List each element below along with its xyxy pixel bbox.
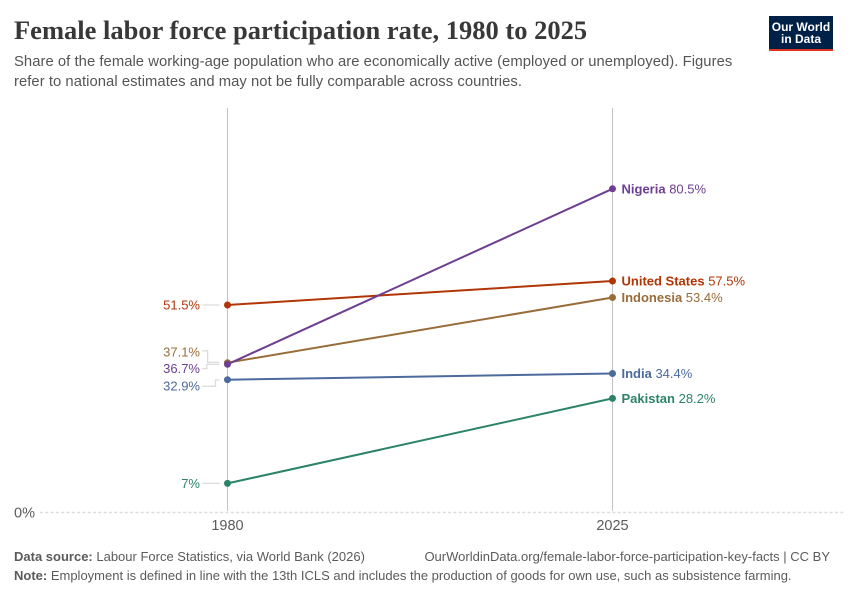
svg-text:36.7%: 36.7% [163,361,200,376]
svg-text:7%: 7% [181,476,200,491]
svg-text:Nigeria 80.5%: Nigeria 80.5% [622,181,707,196]
svg-text:2025: 2025 [596,518,628,534]
svg-text:0%: 0% [14,506,35,522]
svg-text:United States 57.5%: United States 57.5% [622,274,746,289]
svg-text:51.5%: 51.5% [163,298,200,313]
svg-text:Indonesia 53.4%: Indonesia 53.4% [622,290,724,305]
svg-text:Pakistan 28.2%: Pakistan 28.2% [622,391,716,406]
svg-text:37.1%: 37.1% [163,345,200,360]
svg-text:India 34.4%: India 34.4% [622,366,693,381]
svg-text:1980: 1980 [211,518,243,534]
svg-text:32.9%: 32.9% [163,379,200,394]
